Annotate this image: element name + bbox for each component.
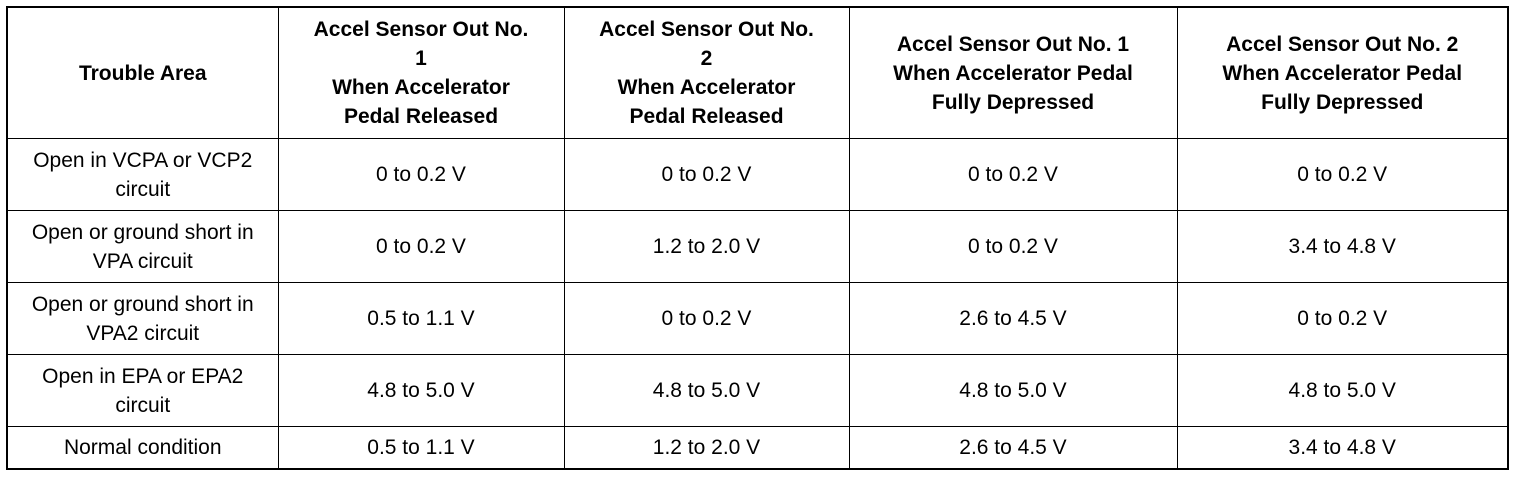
header-line: When Accelerator [617,76,796,99]
cell: 4.8 to 5.0 V [277,354,565,427]
cell: 1.2 to 2.0 V [563,426,850,469]
cell: 4.8 to 5.0 V [563,354,850,427]
column-header: Accel Sensor Out No. 1 When Accelerator Ped… [277,6,565,139]
cell: 4.8 to 5.0 V [848,354,1178,427]
column-header: Trouble Area [6,6,279,139]
header-line: Accel Sensor Out No. [313,18,529,41]
header-row: Trouble Area Accel Sensor Out No. 1 When Ac… [6,6,1509,139]
cell: 0.5 to 1.1 V [277,426,565,469]
cell: 3.4 to 4.8 V [1176,210,1509,283]
cell: 0 to 0.2 V [1176,138,1509,211]
table-row: Open or ground short in VPA circuit 0 to … [6,210,1509,283]
cell: 4.8 to 5.0 V [1176,354,1509,427]
header-line: Fully Depressed [931,90,1095,114]
cell: 0 to 0.2 V [848,210,1178,283]
row-label: Open or ground short in VPA circuit [6,210,279,283]
cell: 2.6 to 4.5 V [848,282,1178,355]
column-header: Accel Sensor Out No. 2 When Accelerator Ped… [563,6,850,139]
row-label: Normal condition [6,426,279,469]
cell: 2.6 to 4.5 V [848,426,1178,469]
header-line: When Accelerator Pedal [893,61,1133,85]
header-line: Fully Depressed [1261,90,1424,114]
header-line: Pedal Released [629,105,784,128]
cell: 0.5 to 1.1 V [277,282,565,355]
page: Trouble Area Accel Sensor Out No. 1 When Ac… [6,6,1509,470]
cell: 0 to 0.2 V [277,138,565,211]
header-line: Accel Sensor Out No. 1 [896,32,1130,56]
header-line: Accel Sensor Out No. [599,18,814,41]
table-row: Open or ground short in VPA2 circuit 0.5 … [6,282,1509,355]
header-line: When Accelerator [332,76,510,99]
header-line: Pedal Released [343,105,499,128]
cell: 0 to 0.2 V [277,210,565,283]
row-label: Open or ground short in VPA2 circuit [6,282,279,355]
header-line: 1 [415,47,427,70]
table-row: Normal condition 0.5 to 1.1 V 1.2 to 2.0 V… [6,426,1509,469]
cell: 0 to 0.2 V [848,138,1178,211]
cell: 0 to 0.2 V [563,282,850,355]
header-line: Accel Sensor Out No. 2 [1226,32,1459,56]
header-line: When Accelerator Pedal [1222,61,1463,85]
cell: 1.2 to 2.0 V [563,210,850,283]
row-label: Open in VCPA or VCP2 circuit [6,138,279,211]
column-header: Accel Sensor Out No. 2 When Accelerator P… [1176,6,1509,139]
header-line: Trouble Area [78,61,207,85]
cell: 3.4 to 4.8 V [1176,426,1509,469]
header-line: 2 [700,47,713,70]
cell: 0 to 0.2 V [563,138,850,211]
column-header: Accel Sensor Out No. 1 When Accelerator P… [848,6,1178,139]
table: Trouble Area Accel Sensor Out No. 1 When Ac… [6,6,1509,470]
cell: 0 to 0.2 V [1176,282,1509,355]
row-label: Open in EPA or EPA2 circuit [6,354,279,427]
